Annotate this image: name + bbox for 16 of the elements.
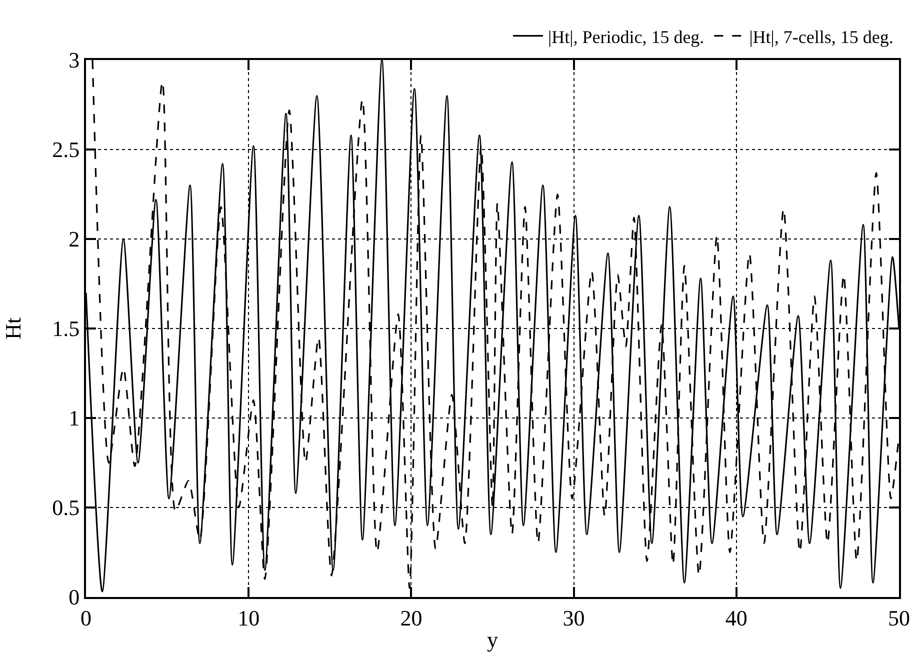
y-tick-label: 2.5 [52,137,80,162]
legend-label: |Ht|, Periodic, 15 deg. [548,26,704,47]
y-tick-label: 0.5 [52,495,80,520]
x-tick-label: 30 [562,605,585,630]
y-tick-label: 1 [68,406,80,431]
y-tick-label: 3 [68,48,80,73]
y-tick-label: 1.5 [52,316,80,342]
y-tick-label: 0 [68,584,80,610]
legend-label: |Ht|, 7-cells, 15 deg. [749,26,894,47]
x-tick-label: 10 [238,605,260,630]
x-tick-label: 40 [725,605,748,630]
y-axis-title: Ht [0,318,26,340]
x-tick-label: 50 [888,605,910,630]
x-axis-title: y [487,626,498,652]
y-tick-label: 2 [68,226,80,252]
x-tick-label: 20 [400,605,422,630]
